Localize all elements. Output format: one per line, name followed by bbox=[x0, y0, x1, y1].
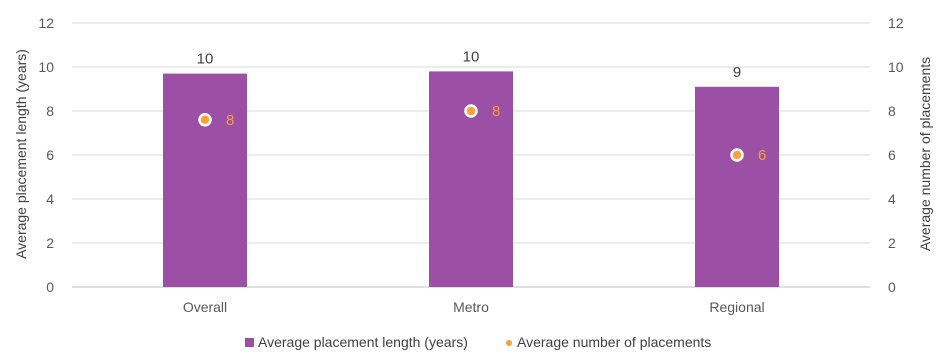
category-tick-label: Overall bbox=[183, 299, 227, 315]
bar bbox=[429, 71, 513, 288]
right-axis-tick-label: 0 bbox=[888, 279, 896, 295]
left-axis-tick-label: 4 bbox=[46, 191, 54, 207]
right-axis-tick-label: 2 bbox=[888, 235, 896, 251]
point-series: 8 8 6 bbox=[198, 103, 766, 164]
left-axis-tick-label: 6 bbox=[46, 147, 54, 163]
bar-series: 10 10 9 bbox=[163, 48, 779, 288]
point-marker bbox=[730, 148, 744, 162]
right-axis-ticks: 0 2 4 6 8 10 12 bbox=[888, 15, 904, 295]
legend-label-bar: Average placement length (years) bbox=[258, 334, 468, 350]
right-axis-tick-label: 8 bbox=[888, 103, 896, 119]
point-data-label: 8 bbox=[226, 112, 234, 129]
legend-label-point: Average number of placements bbox=[517, 334, 711, 350]
left-axis-ticks: 0 2 4 6 8 10 12 bbox=[38, 15, 54, 295]
category-axis-ticks: Overall Metro Regional bbox=[183, 299, 765, 315]
point-data-label: 8 bbox=[492, 103, 500, 120]
legend-swatch-point bbox=[506, 340, 512, 346]
bar-data-label: 10 bbox=[197, 51, 214, 68]
right-axis-tick-label: 6 bbox=[888, 147, 896, 163]
category-tick-label: Metro bbox=[453, 299, 489, 315]
right-axis-title: Average number of placements bbox=[917, 57, 933, 251]
left-axis-tick-label: 0 bbox=[46, 279, 54, 295]
bar bbox=[695, 86, 779, 287]
right-axis-tick-label: 10 bbox=[888, 59, 904, 75]
left-axis-tick-label: 10 bbox=[38, 59, 54, 75]
point-marker bbox=[198, 113, 212, 127]
left-axis-tick-label: 8 bbox=[46, 103, 54, 119]
category-tick-label: Regional bbox=[709, 299, 764, 315]
right-axis-tick-label: 4 bbox=[888, 191, 896, 207]
legend: Average placement length (years) Average… bbox=[245, 334, 711, 350]
bar-data-label: 9 bbox=[733, 64, 741, 81]
left-axis-title: Average placement length (years) bbox=[13, 49, 29, 259]
right-axis-tick-label: 12 bbox=[888, 15, 904, 31]
point-marker bbox=[464, 104, 478, 118]
left-axis-tick-label: 12 bbox=[38, 15, 54, 31]
left-axis-tick-label: 2 bbox=[46, 235, 54, 251]
point-data-label: 6 bbox=[758, 147, 766, 164]
bar-data-label: 10 bbox=[463, 48, 480, 65]
bar bbox=[163, 73, 247, 287]
legend-swatch-bar bbox=[245, 338, 254, 347]
